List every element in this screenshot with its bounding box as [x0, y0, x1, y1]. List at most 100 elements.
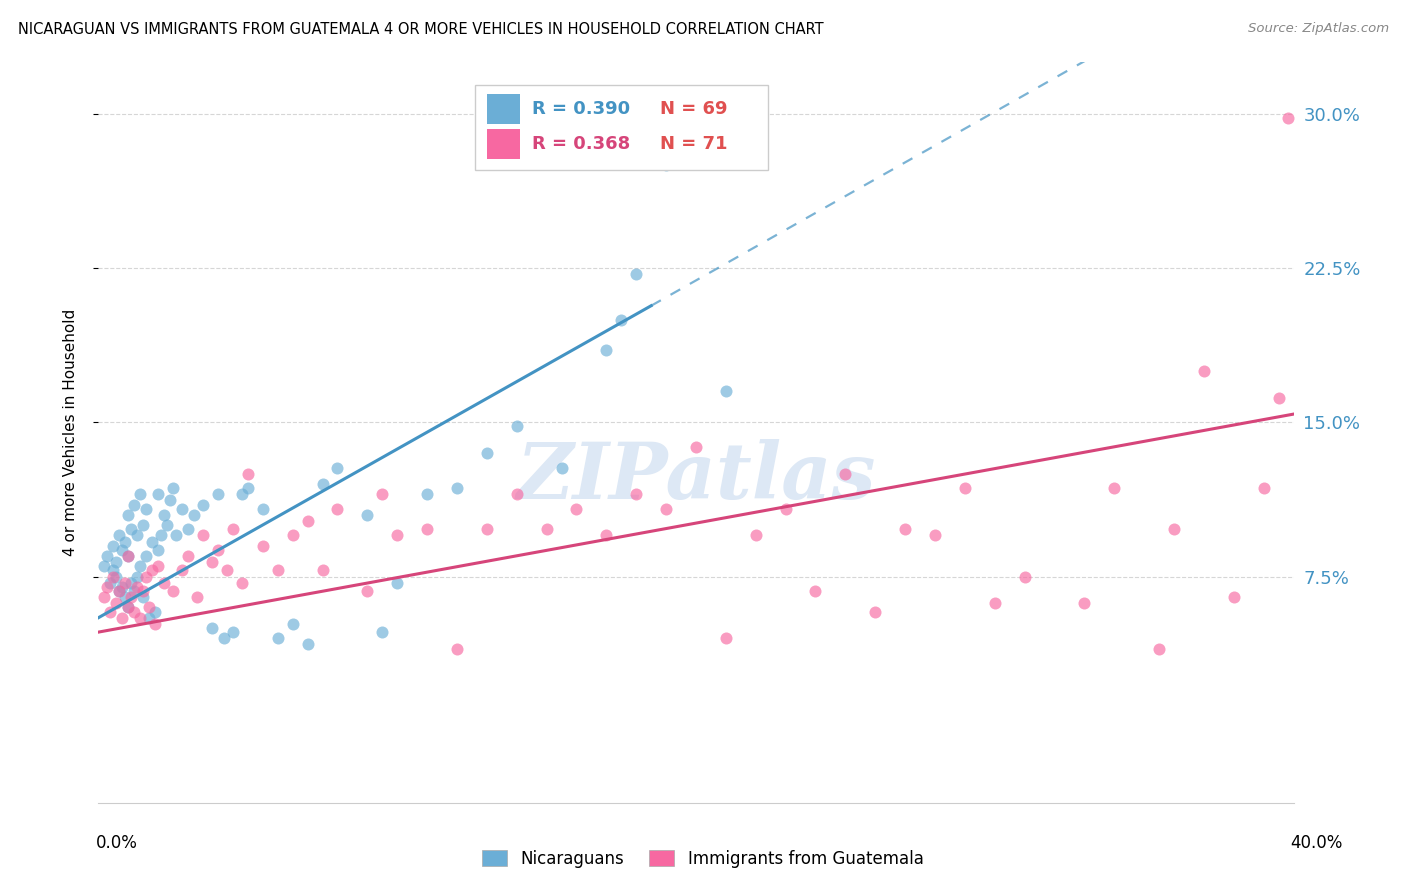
Point: [685, 440, 707, 454]
Text: NICARAGUAN VS IMMIGRANTS FROM GUATEMALA 4 OR MORE VEHICLES IN HOUSEHOLD CORRELAT: NICARAGUAN VS IMMIGRANTS FROM GUATEMALA …: [18, 22, 824, 37]
Point: [252, 501, 274, 516]
Point: [416, 522, 439, 536]
Point: [356, 584, 378, 599]
Point: [143, 616, 166, 631]
Point: [506, 419, 529, 434]
Point: [446, 481, 468, 495]
Point: [1163, 522, 1185, 536]
Point: [281, 528, 304, 542]
Point: [103, 539, 125, 553]
Point: [148, 559, 170, 574]
Point: [267, 563, 290, 577]
Point: [98, 575, 122, 590]
Point: [745, 528, 768, 542]
Point: [1104, 481, 1126, 495]
Point: [191, 498, 214, 512]
Point: [127, 569, 149, 583]
Point: [127, 580, 149, 594]
Point: [111, 611, 134, 625]
Text: 0.0%: 0.0%: [96, 834, 138, 852]
Point: [117, 600, 139, 615]
Point: [236, 467, 259, 481]
Point: [108, 584, 131, 599]
Point: [127, 528, 149, 542]
Point: [120, 590, 142, 604]
Point: [129, 487, 152, 501]
Point: [506, 487, 529, 501]
FancyBboxPatch shape: [486, 95, 520, 124]
Point: [135, 549, 157, 563]
Point: [114, 575, 136, 590]
Point: [595, 528, 617, 542]
Point: [165, 528, 187, 542]
Point: [148, 542, 170, 557]
Point: [326, 501, 349, 516]
Point: [93, 590, 115, 604]
Point: [714, 384, 737, 399]
Point: [536, 522, 558, 536]
Point: [626, 267, 648, 281]
Point: [186, 590, 208, 604]
Point: [834, 467, 856, 481]
Text: N = 69: N = 69: [661, 100, 728, 118]
Point: [1267, 391, 1289, 405]
Point: [153, 575, 176, 590]
Point: [103, 563, 125, 577]
Point: [150, 528, 173, 542]
Point: [111, 580, 134, 594]
Point: [141, 534, 163, 549]
Point: [297, 514, 319, 528]
Point: [775, 501, 797, 516]
Point: [924, 528, 946, 542]
Point: [162, 481, 184, 495]
Point: [416, 487, 439, 501]
Point: [124, 498, 146, 512]
Point: [120, 575, 142, 590]
Point: [252, 539, 274, 553]
Point: [103, 569, 125, 583]
Point: [138, 611, 160, 625]
Point: [311, 563, 333, 577]
Point: [111, 542, 134, 557]
Point: [135, 569, 157, 583]
Text: N = 71: N = 71: [661, 135, 728, 153]
Point: [222, 625, 245, 640]
Point: [894, 522, 917, 536]
Point: [550, 460, 572, 475]
Point: [132, 590, 155, 604]
Point: [201, 555, 224, 569]
Point: [236, 481, 259, 495]
Point: [117, 600, 139, 615]
Legend: Nicaraguans, Immigrants from Guatemala: Nicaraguans, Immigrants from Guatemala: [475, 844, 931, 875]
Point: [191, 528, 214, 542]
Point: [177, 522, 200, 536]
Point: [385, 528, 409, 542]
Point: [655, 158, 678, 172]
Point: [267, 632, 290, 646]
Text: Source: ZipAtlas.com: Source: ZipAtlas.com: [1249, 22, 1389, 36]
Point: [804, 584, 827, 599]
Point: [371, 625, 394, 640]
Point: [105, 555, 128, 569]
Point: [129, 611, 152, 625]
Point: [371, 487, 394, 501]
Point: [297, 637, 319, 651]
Point: [1277, 111, 1299, 125]
Point: [311, 477, 333, 491]
Point: [201, 621, 224, 635]
Point: [172, 501, 194, 516]
Point: [1223, 590, 1246, 604]
Point: [135, 501, 157, 516]
Point: [96, 580, 118, 594]
Point: [124, 605, 146, 619]
Point: [385, 575, 409, 590]
Point: [105, 569, 128, 583]
Point: [129, 559, 152, 574]
Point: [231, 487, 253, 501]
Text: ZIPatlas: ZIPatlas: [516, 439, 876, 516]
Point: [143, 605, 166, 619]
Point: [446, 641, 468, 656]
Point: [153, 508, 176, 522]
Point: [156, 518, 179, 533]
Point: [953, 481, 976, 495]
